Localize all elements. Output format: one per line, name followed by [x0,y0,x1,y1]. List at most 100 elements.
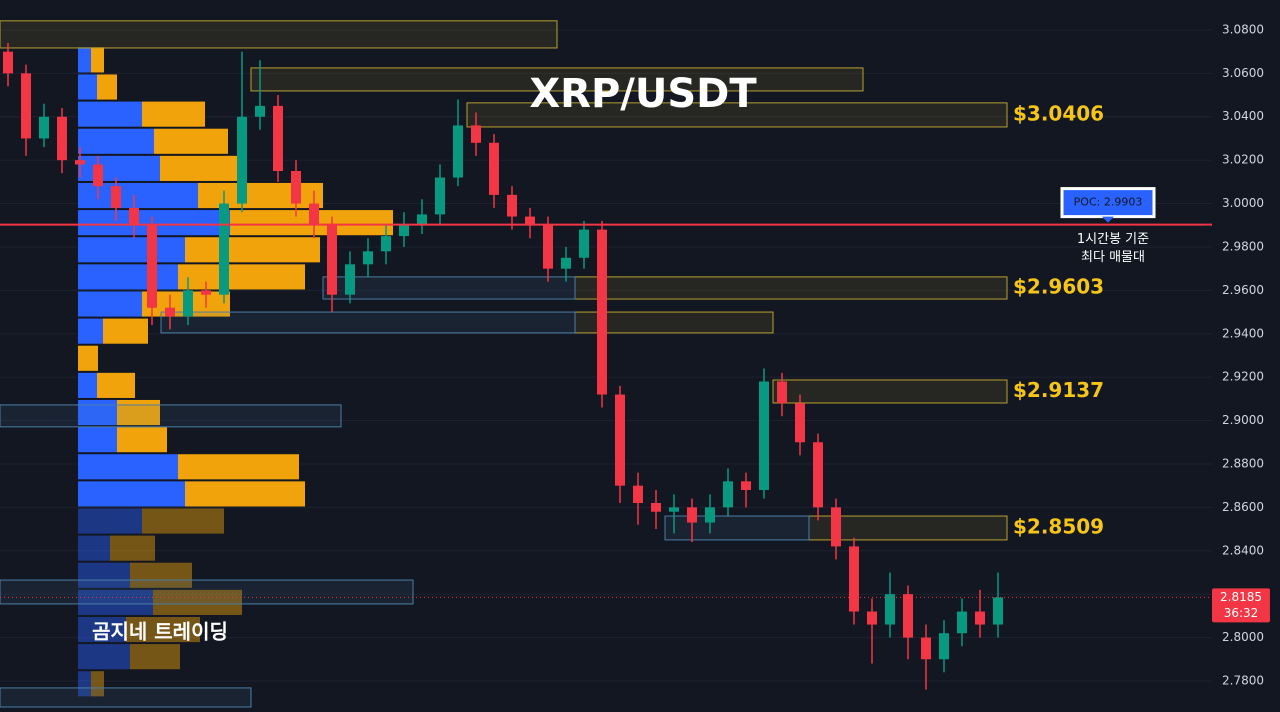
poc-note: 최다 매물대 [1081,250,1145,265]
candle-body [633,485,643,504]
profile-sell [117,399,160,426]
candle-body [885,594,895,625]
candle-body [471,125,481,143]
profile-sell [154,128,228,154]
candle-body [579,229,589,258]
candle-body [147,225,157,308]
y-tick-label: 2.9600 [1222,283,1264,297]
candle-body [975,611,985,625]
poc-pointer [1102,216,1114,223]
candle-body [237,116,247,204]
zone [0,687,252,708]
candle-body [39,116,49,139]
candle-body [291,171,301,204]
candle-body [327,225,337,295]
y-tick-label: 3.0800 [1222,22,1264,36]
zone [250,67,864,92]
y-tick-label: 2.8800 [1222,456,1264,470]
candle-body [669,507,679,512]
candle-body [3,51,13,74]
poc-note: 1시간봉 기준 [1077,232,1149,247]
profile-sell [110,535,155,561]
profile-buy [78,128,154,154]
y-tick-label: 3.0000 [1222,196,1264,210]
candle-body [543,225,553,269]
profile-sell [91,671,104,697]
y-tick-label: 3.0600 [1222,66,1264,80]
profile-buy [78,589,153,615]
price-tag [1212,588,1270,623]
candle-body [705,507,715,523]
zone-label: $2.9137 [1013,378,1104,402]
candle-body [453,125,463,178]
watermark: 곰지네 트레이딩 [92,620,228,644]
profile-sell [153,589,242,615]
profile-sell [117,427,167,453]
profile-sell [97,372,135,398]
profile-sell [130,562,192,588]
candle-body [597,229,607,395]
profile-buy [78,47,91,73]
y-tick-label: 2.9400 [1222,326,1264,340]
poc-label: POC: 2.9903 [1074,196,1143,209]
zone [0,404,342,428]
candle-body [741,481,751,491]
profile-sell [126,616,200,643]
y-tick-label: 2.8400 [1222,543,1264,557]
profile-sell [185,481,305,507]
candle-body [201,290,211,295]
profile-buy [78,671,91,697]
plot [0,20,1212,708]
candle-body [939,633,949,660]
profile-sell [91,47,104,73]
candle-body [795,403,805,443]
profile-buy [78,508,142,534]
candle-body [687,507,697,523]
candle-body [849,546,859,612]
profile-buy [78,237,185,263]
profile-sell [198,182,323,209]
profile-buy [78,318,103,344]
candle-body [435,177,445,215]
profile-sell [142,508,224,534]
profile-sell [103,318,148,344]
y-tick-label: 2.8600 [1222,500,1264,514]
profile-buy [78,264,178,290]
zone [0,579,414,605]
candle-body [957,611,967,634]
candle-body [489,142,499,195]
zone-label: $2.8509 [1013,514,1104,538]
profile-sell [178,264,305,290]
profile-sell [97,74,117,100]
candle-body [777,381,787,404]
profile-sell [160,155,242,181]
candle-body [723,481,733,508]
price-tag-value: 2.8185 [1220,590,1262,604]
y-tick-label: 3.0200 [1222,153,1264,167]
candle-body [525,216,535,226]
profile-buy [78,454,178,480]
candle-body [75,160,85,165]
candle-body [867,611,877,625]
poc-box [1060,187,1156,219]
candle-body [255,105,265,117]
candle-body [615,394,625,486]
candle-body [309,203,319,226]
candle-body [813,442,823,508]
candle-body [273,105,283,172]
zone-label: $2.9603 [1013,274,1104,298]
candle-body [759,381,769,491]
y-tick-label: 2.9000 [1222,413,1264,427]
candle-body [21,73,31,139]
profile-sell [78,345,98,371]
profile-buy [78,644,130,670]
candle-body [399,225,409,237]
candle-body [903,594,913,638]
candle-body [183,290,193,317]
profile-sell [130,644,180,670]
y-tick-label: 2.8000 [1222,630,1264,644]
profile-buy [78,616,126,643]
candle-body [57,116,67,161]
profile-buy [78,291,142,317]
